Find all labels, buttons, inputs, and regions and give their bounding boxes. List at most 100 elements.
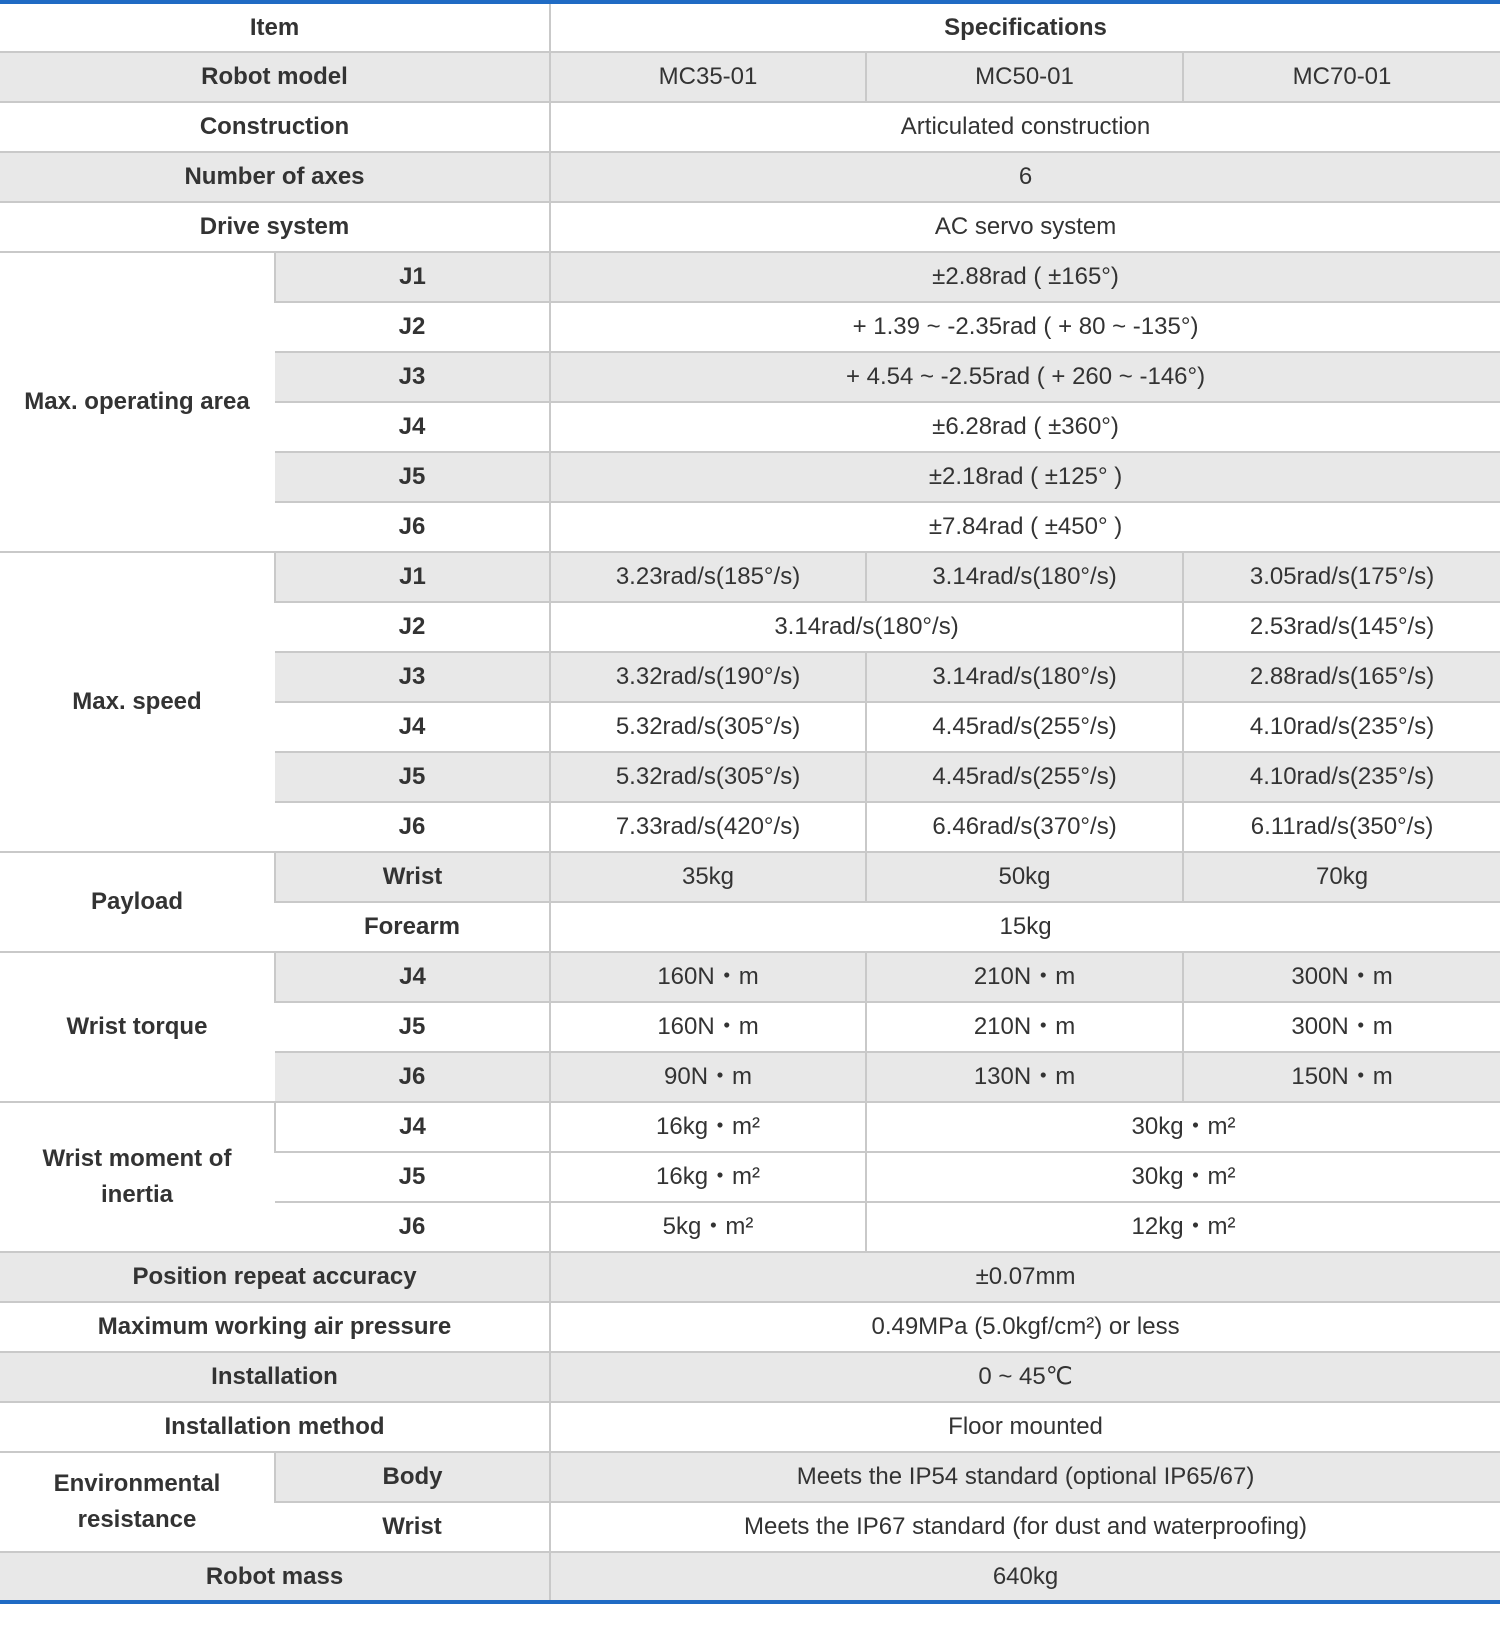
value-cell: 0.49MPa (5.0kgf/cm²) or less <box>549 1301 1500 1353</box>
value-cell: 2.88rad/s(165°/s) <box>1182 651 1500 703</box>
table-row: Robot mass 640kg <box>0 1551 1500 1603</box>
value-cell: 160N・m <box>549 1001 867 1053</box>
axis-label: J5 <box>275 451 551 503</box>
value-cell: 7.33rad/s(420°/s) <box>549 801 867 853</box>
value-cell: 30kg・m² <box>865 1151 1500 1203</box>
table-row: Payload Wrist 35kg 50kg 70kg <box>0 851 1500 953</box>
table-row: Environmental resistance Body Meets the … <box>0 1451 1500 1553</box>
row-label: Position repeat accuracy <box>0 1251 551 1303</box>
table-row: Position repeat accuracy ±0.07mm <box>0 1251 1500 1303</box>
value-cell: 5.32rad/s(305°/s) <box>549 701 867 753</box>
value-cell: 4.45rad/s(255°/s) <box>865 751 1184 803</box>
value-cell: 4.10rad/s(235°/s) <box>1182 751 1500 803</box>
value-cell: 4.10rad/s(235°/s) <box>1182 701 1500 753</box>
sub-label: Body <box>273 1451 551 1503</box>
value-cell: 160N・m <box>549 951 867 1003</box>
header-specifications: Specifications <box>549 1 1500 53</box>
table-row: Wrist Meets the IP67 standard (for dust … <box>0 1501 1500 1553</box>
value-cell: Meets the IP54 standard (optional IP65/6… <box>549 1451 1500 1503</box>
value-cell: 3.23rad/s(185°/s) <box>549 551 867 603</box>
group-label-max-speed: Max. speed <box>0 551 275 853</box>
value-cell: 3.14rad/s(180°/s) <box>865 651 1184 703</box>
table-row: J6 ±7.84rad ( ±450° ) <box>0 501 1500 553</box>
value-cell: 6.11rad/s(350°/s) <box>1182 801 1500 853</box>
table-row: Max. operating area J1 ±2.88rad ( ±165°) <box>0 251 1500 553</box>
value-cell: ±2.88rad ( ±165°) <box>549 251 1500 303</box>
value-cell: Meets the IP67 standard (for dust and wa… <box>549 1501 1500 1553</box>
table-row: J5 ±2.18rad ( ±125° ) <box>0 451 1500 503</box>
sub-label: Wrist <box>273 851 551 903</box>
value-cell: 6.46rad/s(370°/s) <box>865 801 1184 853</box>
value-cell: 210N・m <box>865 951 1184 1003</box>
value-cell: 130N・m <box>865 1051 1184 1103</box>
table-row: Wrist moment of inertia J4 16kg・m² 30kg・… <box>0 1101 1500 1253</box>
axis-label: J5 <box>275 751 551 803</box>
table-row: J6 7.33rad/s(420°/s) 6.46rad/s(370°/s) 6… <box>0 801 1500 853</box>
row-label: Robot mass <box>0 1551 551 1603</box>
table-row: J6 90N・m 130N・m 150N・m <box>0 1051 1500 1103</box>
table-row: Wrist torque J4 160N・m 210N・m 300N・m <box>0 951 1500 1103</box>
value-cell: 12kg・m² <box>865 1201 1500 1253</box>
value-cell: 3.14rad/s(180°/s) <box>865 551 1184 603</box>
value-cell: 0 ~ 45℃ <box>549 1351 1500 1403</box>
value-cell: 300N・m <box>1182 1001 1500 1053</box>
value-cell: 70kg <box>1182 851 1500 903</box>
table-row: J4 5.32rad/s(305°/s) 4.45rad/s(255°/s) 4… <box>0 701 1500 753</box>
value-cell: 3.05rad/s(175°/s) <box>1182 551 1500 603</box>
axis-label: J1 <box>273 251 551 303</box>
axis-label: J6 <box>275 501 551 553</box>
model-cell: MC50-01 <box>865 51 1184 103</box>
group-label-wrist-torque: Wrist torque <box>0 951 275 1103</box>
axis-label: J2 <box>275 301 551 353</box>
value-cell: 210N・m <box>865 1001 1184 1053</box>
row-label: Maximum working air pressure <box>0 1301 551 1353</box>
sub-label: Wrist <box>275 1501 551 1553</box>
row-label: Number of axes <box>0 151 551 203</box>
value-cell: ±6.28rad ( ±360°) <box>549 401 1500 453</box>
value-cell: 30kg・m² <box>865 1101 1500 1153</box>
table-row: Construction Articulated construction <box>0 101 1500 153</box>
value-cell: 5kg・m² <box>549 1201 867 1253</box>
row-label: Robot model <box>0 51 551 103</box>
value-cell: ±0.07mm <box>549 1251 1500 1303</box>
value-cell: ±7.84rad ( ±450° ) <box>549 501 1500 553</box>
value-cell: + 1.39 ~ -2.35rad ( + 80 ~ -135°) <box>549 301 1500 353</box>
group-label-wrist-inertia: Wrist moment of inertia <box>0 1101 275 1253</box>
model-cell: MC70-01 <box>1182 51 1500 103</box>
row-label: Construction <box>0 101 551 153</box>
table-row: Number of axes 6 <box>0 151 1500 203</box>
axis-label: J6 <box>275 801 551 853</box>
axis-label: J1 <box>273 551 551 603</box>
value-cell: 3.32rad/s(190°/s) <box>549 651 867 703</box>
value-cell: 300N・m <box>1182 951 1500 1003</box>
table-row: J5 16kg・m² 30kg・m² <box>0 1151 1500 1203</box>
axis-label: J4 <box>273 951 551 1003</box>
value-cell: ±2.18rad ( ±125° ) <box>549 451 1500 503</box>
table-row: J3 + 4.54 ~ -2.55rad ( + 260 ~ -146°) <box>0 351 1500 403</box>
table-row: J2 3.14rad/s(180°/s) 2.53rad/s(145°/s) <box>0 601 1500 653</box>
table-row: J5 5.32rad/s(305°/s) 4.45rad/s(255°/s) 4… <box>0 751 1500 803</box>
value-cell: 640kg <box>549 1551 1500 1603</box>
table-row: J3 3.32rad/s(190°/s) 3.14rad/s(180°/s) 2… <box>0 651 1500 703</box>
group-label-operating-area: Max. operating area <box>0 251 275 553</box>
value-cell: Articulated construction <box>549 101 1500 153</box>
axis-label: J6 <box>275 1201 551 1253</box>
axis-label: J5 <box>275 1151 551 1203</box>
axis-label: J4 <box>275 401 551 453</box>
axis-label: J4 <box>273 1101 551 1153</box>
value-cell: + 4.54 ~ -2.55rad ( + 260 ~ -146°) <box>549 351 1500 403</box>
table-row: Installation method Floor mounted <box>0 1401 1500 1453</box>
value-cell: 2.53rad/s(145°/s) <box>1182 601 1500 653</box>
value-cell: 150N・m <box>1182 1051 1500 1103</box>
model-cell: MC35-01 <box>549 51 867 103</box>
value-cell: 16kg・m² <box>549 1151 867 1203</box>
axis-label: J3 <box>275 651 551 703</box>
axis-label: J6 <box>275 1051 551 1103</box>
table-row: J5 160N・m 210N・m 300N・m <box>0 1001 1500 1053</box>
header-item: Item <box>0 1 551 53</box>
table-row: J4 ±6.28rad ( ±360°) <box>0 401 1500 453</box>
value-cell: 4.45rad/s(255°/s) <box>865 701 1184 753</box>
axis-label: J5 <box>275 1001 551 1053</box>
